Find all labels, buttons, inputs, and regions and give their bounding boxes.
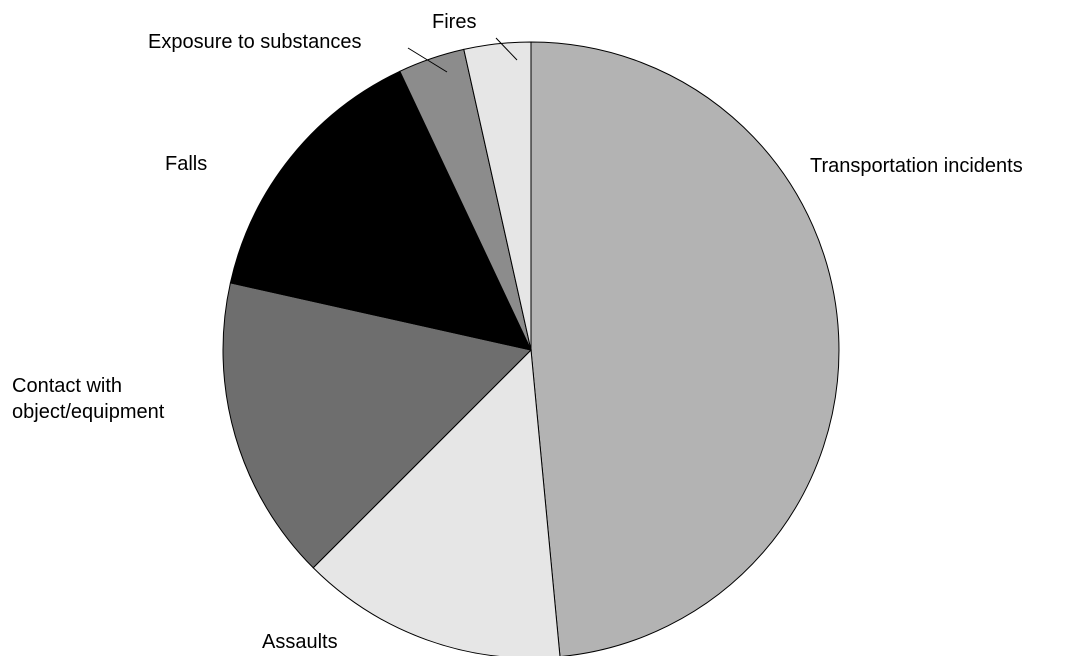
slice-label-5: Fires	[432, 11, 476, 33]
leader-line-5	[495, 37, 518, 61]
leader-line-4	[407, 47, 448, 73]
pie-slices	[222, 41, 840, 656]
slice-label-line-1-0: Assaults	[262, 631, 338, 653]
pie-slice-5	[463, 41, 532, 351]
slice-label-0: Transportation incidents	[810, 155, 1023, 177]
pie-slice-2	[222, 282, 532, 569]
slice-label-line-2-1: object/equipment	[12, 401, 165, 423]
pie-slice-3	[229, 70, 532, 351]
slice-label-3: Falls	[165, 153, 207, 175]
slice-label-2: Contact with object/equipment	[12, 375, 165, 423]
slice-label-line-2-0: Contact with	[12, 375, 122, 397]
pie-slice-1	[312, 348, 561, 656]
slice-label-4: Exposure to substances	[148, 31, 361, 53]
slice-label-line-5-0: Fires	[432, 11, 476, 33]
leader-lines	[407, 37, 518, 73]
slice-label-1: Assaults	[262, 631, 338, 653]
slice-label-line-3-0: Falls	[165, 153, 207, 175]
pie-slice-0	[530, 41, 840, 656]
slice-label-line-0-0: Transportation incidents	[810, 155, 1023, 177]
slice-labels: Transportation incidents Assaults Contact …	[12, 11, 1023, 653]
slice-label-line-4-0: Exposure to substances	[148, 31, 361, 53]
